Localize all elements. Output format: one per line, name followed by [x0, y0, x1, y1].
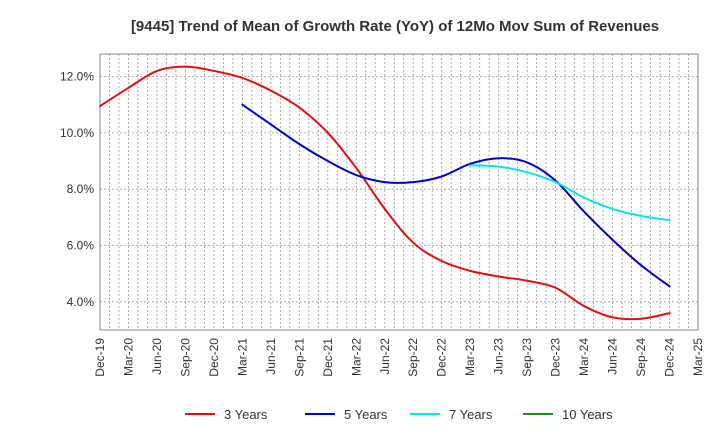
series-line-3-years: [99, 65, 671, 321]
y-tick-label: 8.0%: [67, 182, 95, 196]
legend-label: 10 Years: [562, 407, 613, 422]
series-line-7-years: [469, 164, 671, 222]
x-tick-label: Mar-25: [691, 338, 705, 376]
x-tick-label: Jun-24: [606, 338, 620, 375]
y-tick-label: 6.0%: [67, 239, 95, 253]
x-tick-label: Mar-22: [349, 338, 363, 376]
x-tick-label: Dec-24: [663, 338, 677, 377]
x-tick-label: Sep-22: [406, 338, 420, 377]
y-tick-label: 10.0%: [60, 126, 94, 140]
legend-label: 3 Years: [224, 407, 268, 422]
legend-label: 7 Years: [449, 407, 493, 422]
y-axis-ticks: 4.0% 6.0% 8.0% 10.0% 12.0%: [60, 70, 94, 309]
x-tick-label: Jun-23: [492, 338, 506, 375]
x-tick-label: Sep-20: [178, 338, 192, 377]
legend-label: 5 Years: [344, 407, 388, 422]
plot-frame: [99, 53, 699, 331]
x-tick-label: Sep-23: [520, 338, 534, 377]
legend-item-5-years: 5 Years: [305, 407, 388, 422]
y-tick-label: 12.0%: [60, 70, 94, 84]
x-tick-label: Jun-20: [150, 338, 164, 375]
x-tick-label: Dec-20: [207, 338, 221, 377]
x-tick-label: Jun-22: [378, 338, 392, 375]
x-tick-label: Mar-23: [463, 338, 477, 376]
chart-title: [9445] Trend of Mean of Growth Rate (YoY…: [131, 18, 659, 35]
x-tick-label: Mar-21: [235, 338, 249, 376]
x-tick-label: Mar-20: [121, 338, 135, 376]
legend-item-3-years: 3 Years: [185, 407, 268, 422]
x-tick-label: Dec-21: [321, 338, 335, 377]
series-line-5-years: [241, 103, 671, 288]
legend-item-7-years: 7 Years: [410, 407, 493, 422]
x-tick-label: Dec-19: [93, 338, 107, 377]
legend-item-10-years: 10 Years: [523, 407, 613, 422]
x-tick-label: Mar-24: [577, 338, 591, 376]
x-axis-ticks: Dec-19 Mar-20 Jun-20 Sep-20 Dec-20 Mar-21 Jun-…: [93, 338, 705, 377]
y-tick-label: 4.0%: [67, 295, 95, 309]
x-tick-label: Jun-21: [264, 338, 278, 375]
x-tick-label: Dec-22: [435, 338, 449, 377]
series-lines: [99, 65, 671, 321]
x-tick-label: Sep-24: [634, 338, 648, 377]
plot-area: [100, 54, 698, 330]
legend: 3 Years 5 Years 7 Years 10 Years: [185, 407, 613, 422]
x-tick-label: Sep-21: [292, 338, 306, 377]
x-tick-label: Dec-23: [549, 338, 563, 377]
